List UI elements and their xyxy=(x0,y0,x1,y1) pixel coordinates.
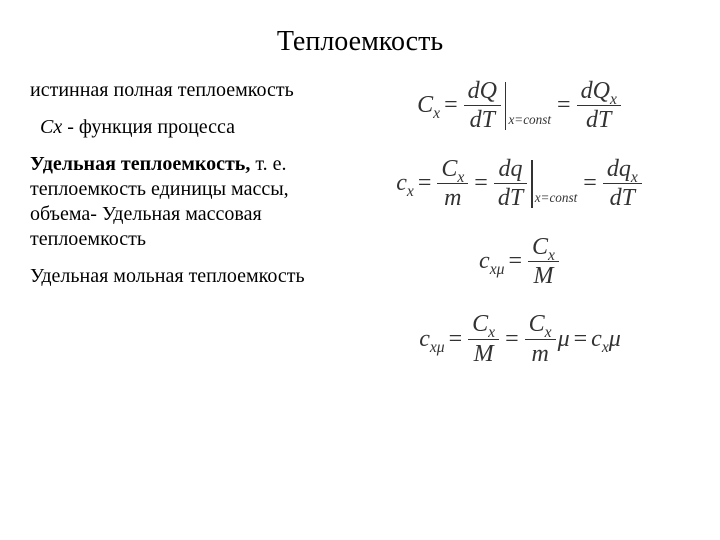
para-specific-heat: Удельная теплоемкость, т. е. теплоемкост… xyxy=(30,152,340,252)
eq4-frac-1: Cx M xyxy=(468,311,499,367)
eq1-frac-1: dQ dT xyxy=(464,78,501,134)
eq4-equals-3: = xyxy=(570,326,592,353)
specific-bold: Удельная теплоемкость, xyxy=(30,153,250,175)
eq1-eval: x=const xyxy=(505,82,551,130)
eq2-equals-1: = xyxy=(414,170,436,197)
eq2-frac-1: Cx m xyxy=(437,156,468,212)
eq1-frac-2: dQx dT xyxy=(577,78,621,134)
eq4-mu-2: μ xyxy=(609,326,621,353)
eq2-eval: x=const xyxy=(531,160,577,208)
page-title: Теплоемкость xyxy=(0,0,720,78)
eq2-equals-3: = xyxy=(579,170,601,197)
eq2-frac-2: dq dT xyxy=(494,156,527,212)
eq1-equals-1: = xyxy=(440,92,462,119)
eq4-cxmu: cxμ xyxy=(419,326,444,353)
equation-1: Cx = dQ dT x=const = dQx dT xyxy=(350,78,690,134)
para-molar-heat: Удельная мольная теплоемкость xyxy=(30,264,340,289)
content-area: истинная полная теплоемкость Cx - функци… xyxy=(0,78,720,389)
eq4-frac-2: Cx m xyxy=(525,311,556,367)
eq4-cx: cx xyxy=(591,326,609,353)
eq3-cxmu: cxμ xyxy=(479,248,504,275)
eq4-equals-1: = xyxy=(445,326,467,353)
text-column: истинная полная теплоемкость Cx - функци… xyxy=(30,78,350,389)
eq1-equals-2: = xyxy=(553,92,575,119)
equation-3: cxμ = Cx M xyxy=(350,234,690,290)
eq2-equals-2: = xyxy=(470,170,492,197)
eq3-equals: = xyxy=(504,248,526,275)
eq4-equals-2: = xyxy=(501,326,523,353)
eq2-frac-3: dqx dT xyxy=(603,156,642,212)
eq1-Cx: Cx xyxy=(417,92,440,119)
eq4-mu-1: μ xyxy=(558,326,570,353)
equation-4: cxμ = Cx M = Cx m μ = cx μ xyxy=(350,311,690,367)
eq3-frac: Cx M xyxy=(528,234,559,290)
para-true-heat-capacity: истинная полная теплоемкость xyxy=(30,78,340,103)
equation-column: Cx = dQ dT x=const = dQx dT cx = Cx xyxy=(350,78,690,389)
cx-var: Cx xyxy=(40,116,62,138)
equation-2: cx = Cx m = dq dT x=const = dqx dT xyxy=(350,156,690,212)
para-cx-function: Cx - функция процесса xyxy=(30,115,340,140)
cx-rest: - функция процесса xyxy=(62,116,235,138)
eq2-cx: cx xyxy=(396,170,414,197)
